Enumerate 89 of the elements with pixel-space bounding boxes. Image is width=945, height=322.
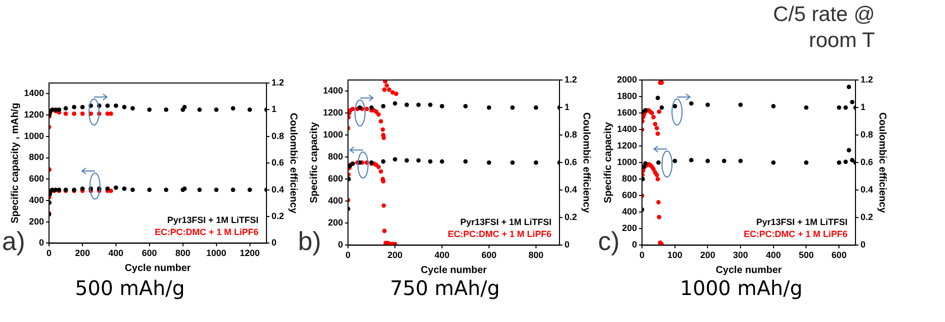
y2-tick-label: 0.8 xyxy=(564,130,578,140)
x-tick-label: 200 xyxy=(700,250,716,260)
y-tick-label: 0 xyxy=(338,240,344,250)
text: 1000 mAh/g xyxy=(680,276,803,300)
x-axis-title: Cycle number xyxy=(420,264,487,276)
x-tick-label: 400 xyxy=(108,248,124,258)
y2-tick-label: 0 xyxy=(564,240,570,250)
text: EC:PC:DMC + 1 M LiPF6 xyxy=(154,227,258,238)
x-tick-label: 1200 xyxy=(240,248,260,258)
y-tick-label: 800 xyxy=(28,152,44,162)
y-tick-label: 800 xyxy=(622,174,638,184)
x-tick-label: 0 xyxy=(46,248,52,258)
y-tick-label: 600 xyxy=(622,190,638,200)
x-tick-label: 400 xyxy=(434,250,450,260)
y2-tick-label: 1.2 xyxy=(564,74,578,84)
y-tick-label: 1000 xyxy=(322,130,344,140)
y2-axis-title: Coulombic efficiency xyxy=(287,112,298,214)
y-tick-label: 1600 xyxy=(616,108,638,118)
y2-tick-label: 0.8 xyxy=(860,130,874,140)
y2-tick-label: 1 xyxy=(564,102,570,112)
x-tick-label: 800 xyxy=(175,248,190,258)
x-tick-label: 600 xyxy=(832,250,847,260)
y-tick-label: 1800 xyxy=(616,91,638,102)
y-tick-label: 2000 xyxy=(616,74,638,84)
y-tick-label: 200 xyxy=(622,223,638,234)
y-tick-label: 800 xyxy=(328,152,344,162)
y2-tick-label: 0.2 xyxy=(271,210,284,221)
y2-tick-label: 0.2 xyxy=(860,212,874,222)
y-tick-label: 200 xyxy=(28,216,44,226)
y2-axis-title: Coulombic efficiency xyxy=(580,112,592,214)
x-axis-title: Cycle number xyxy=(124,262,191,274)
y2-tick-label: 0.6 xyxy=(271,158,284,168)
y-tick-label: 1400 xyxy=(322,86,344,96)
y-tick-label: 400 xyxy=(622,206,638,217)
x-tick-label: 300 xyxy=(733,250,748,260)
y2-tick-label: 0.6 xyxy=(564,157,578,168)
x-tick-label: 1000 xyxy=(206,248,226,258)
y-tick-label: 600 xyxy=(28,174,44,184)
y2-tick-label: 0.4 xyxy=(564,184,578,195)
x-tick-label: 0 xyxy=(346,250,351,260)
y-tick-label: 1200 xyxy=(616,140,638,151)
y-tick-label: 0 xyxy=(39,238,44,248)
y2-tick-label: 0.8 xyxy=(271,130,284,141)
x-tick-label: 100 xyxy=(667,250,682,260)
x-tick-label: 600 xyxy=(481,250,497,260)
text: c) xyxy=(598,226,620,257)
y-tick-label: 600 xyxy=(328,174,344,184)
y-tick-label: 1200 xyxy=(322,108,344,118)
y-tick-label: 400 xyxy=(28,194,44,205)
y2-tick-label: 1.2 xyxy=(860,74,874,84)
y-tick-label: 1400 xyxy=(616,124,638,134)
y-tick-label: 200 xyxy=(328,218,344,228)
y-tick-label: 1000 xyxy=(616,157,638,168)
x-tick-label: 200 xyxy=(74,248,90,258)
y-axis-title: Specific capacity , mAh/g xyxy=(10,102,21,224)
text: Pyr13FSI + 1M LiTFSI xyxy=(167,215,258,226)
y2-tick-label: 0 xyxy=(271,238,277,248)
text: Pyr13FSI + 1M LiTFSI xyxy=(756,217,848,228)
y-tick-label: 0 xyxy=(632,240,638,250)
y2-tick-label: 1 xyxy=(860,102,866,112)
text: b) xyxy=(298,226,322,257)
y2-tick-label: 0.4 xyxy=(860,184,874,195)
y-tick-label: 1200 xyxy=(24,110,44,120)
y2-tick-label: 0.4 xyxy=(271,184,284,194)
y-tick-label: 400 xyxy=(328,196,344,206)
text: Pyr13FSI + 1M LiTFSI xyxy=(460,217,552,228)
y2-tick-label: 1.2 xyxy=(271,77,284,88)
x-tick-label: 500 xyxy=(798,250,814,260)
y2-tick-label: 0 xyxy=(860,240,866,250)
x-tick-label: 600 xyxy=(142,248,157,258)
y-axis-title: Specific capacity xyxy=(308,122,320,204)
y-tick-label: 1000 xyxy=(24,130,44,141)
chart-title: C/5 rate @ room T xyxy=(772,2,875,54)
y-axis-title: Specific capacity xyxy=(602,122,614,204)
y2-tick-label: 1 xyxy=(271,104,277,114)
x-tick-label: 0 xyxy=(640,250,645,260)
text: 750 mAh/g xyxy=(390,276,500,300)
y2-tick-label: 0.6 xyxy=(860,157,874,168)
y2-axis-title: Coulombic efficiency xyxy=(876,112,888,214)
x-tick-label: 800 xyxy=(528,250,544,260)
text: EC:PC:DMC + 1 M LiPF6 xyxy=(744,229,848,240)
text: 500 mAh/g xyxy=(75,276,185,300)
y2-tick-label: 0.2 xyxy=(564,212,578,222)
x-tick-label: 400 xyxy=(766,250,781,260)
x-tick-label: 200 xyxy=(388,250,403,260)
x-axis-title: Cycle number xyxy=(716,264,782,276)
y-tick-label: 1400 xyxy=(24,88,44,98)
text: a) xyxy=(2,226,26,257)
text: EC:PC:DMC + 1 M LiPF6 xyxy=(448,229,552,240)
